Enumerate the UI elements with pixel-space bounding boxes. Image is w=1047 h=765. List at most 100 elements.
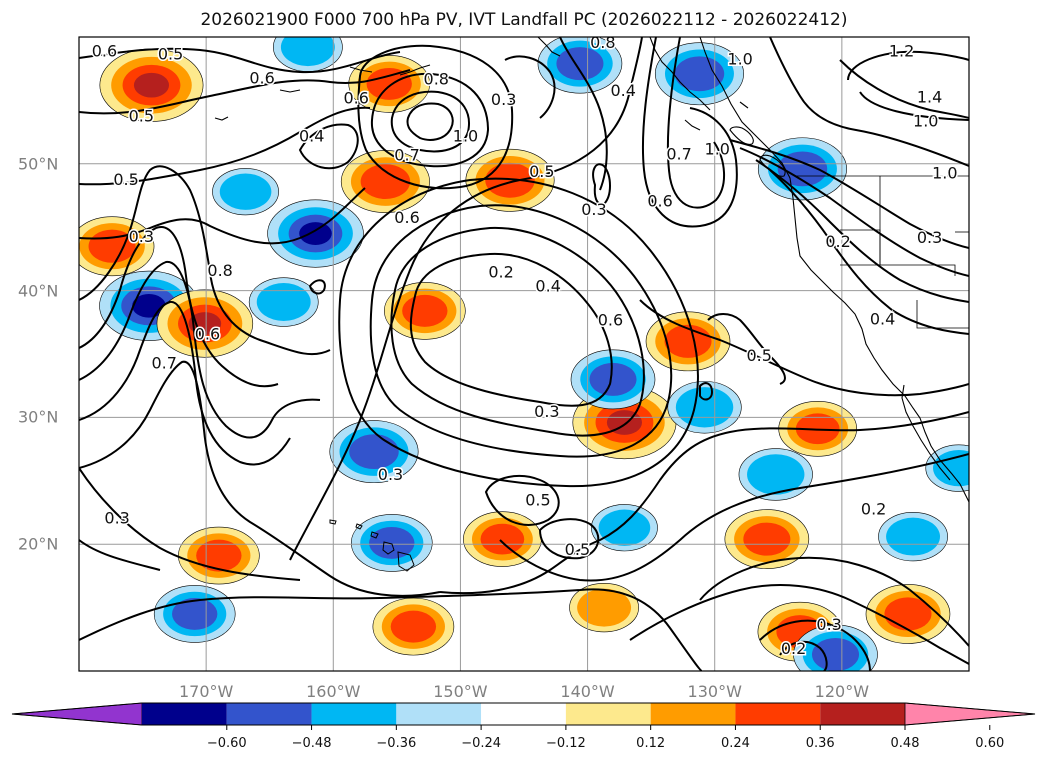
contour-label: 0.6 [92, 42, 117, 61]
colorbar-segment [311, 703, 397, 725]
ivt-pc-blob [329, 420, 419, 484]
pv-contours [79, 37, 969, 671]
colorbar-segment [396, 703, 482, 725]
colorbar-segment [565, 703, 651, 725]
ivt-pc-blob [248, 277, 319, 327]
ivt-pc-blob [178, 526, 260, 585]
contour-label: 0.3 [491, 90, 516, 109]
contour-label: 0.5 [158, 44, 183, 63]
longitude-label: 130°W [687, 682, 742, 701]
latitude-label: 30°N [18, 407, 59, 427]
contour-label: 1.0 [705, 139, 730, 158]
contour-label: 0.3 [581, 200, 606, 219]
ivt-pc-blob [724, 509, 810, 569]
ivt-pc-blob [273, 37, 343, 72]
colorbar-segment [820, 703, 905, 725]
colorbar-outline [11, 702, 1036, 726]
contour-label: 1.4 [917, 87, 942, 106]
colorbar-max-extend [904, 702, 1036, 726]
contour-label: 0.7 [666, 144, 691, 163]
ivt-pc-blob [350, 514, 433, 572]
map-title: 2026021900 F000 700 hPa PV, IVT Landfall… [200, 10, 848, 30]
lat-lon-grid [79, 37, 969, 671]
contour-label: 0.8 [207, 261, 232, 280]
ivt-pc-blob [738, 448, 813, 501]
contour-label: 0.4 [299, 127, 324, 146]
ivt-pc-blob [757, 137, 847, 201]
ivt-pc-blob [591, 504, 658, 552]
contour-label: 0.6 [647, 191, 672, 210]
colorbar-segment [226, 703, 312, 725]
latitude-label: 20°N [18, 534, 59, 554]
contour-label: 0.3 [534, 402, 559, 421]
contour-label: 0.3 [378, 465, 403, 484]
contour-label: 0.3 [917, 228, 942, 247]
colorbar-tick-label: −0.60 [206, 736, 247, 751]
map-frame [78, 36, 970, 672]
colorbar-tick-label: −0.36 [376, 736, 417, 751]
contour-label: 0.6 [343, 89, 368, 108]
hawaiian-islands [329, 519, 415, 572]
colorbar-min-extend [11, 702, 143, 726]
colorbar-segment [650, 703, 736, 725]
ivt-pc-blob [569, 582, 639, 633]
ivt-pc-blob [267, 199, 364, 268]
contour-label: 1.0 [453, 127, 478, 146]
colorbar-tick-label: −0.12 [545, 736, 586, 751]
contour-label: 0.3 [816, 615, 841, 634]
contour-label: 0.2 [781, 639, 806, 658]
ivt-pc-blob [925, 444, 969, 492]
contour-label: 0.5 [129, 106, 154, 125]
contour-label: 0.2 [861, 499, 886, 518]
contour-label: 0.6 [249, 68, 274, 87]
ivt-pc-blob [793, 624, 878, 671]
contour-label: 0.2 [488, 262, 513, 281]
colorbar-tick-label: −0.24 [461, 736, 502, 751]
colorbar-tick-label: 0.12 [636, 736, 666, 751]
ivt-pc-blob [667, 381, 742, 434]
longitude-label: 140°W [560, 682, 615, 701]
ivt-pc-blob [340, 150, 430, 213]
pv-contour-labels: 0.6 0.5 0.5 0.6 0.4 0.5 0.3 0.6 0.8 0.7 1.0 0.3 0.5 0… [90, 37, 959, 659]
ivt-pc-shading [79, 37, 969, 671]
contour-label: 0.5 [529, 162, 554, 181]
ivt-pc-blob [570, 349, 656, 410]
ivt-pc-blob [465, 148, 555, 212]
contour-label: 0.4 [610, 81, 635, 100]
colorbar-tick-label: −0.48 [291, 736, 332, 751]
contour-label: 0.5 [565, 540, 590, 559]
longitude-label: 150°W [433, 682, 488, 701]
colorbar-segment [735, 703, 821, 725]
contour-label: 0.6 [394, 208, 419, 227]
longitude-label: 120°W [814, 682, 870, 701]
contour-label: 0.5 [525, 491, 550, 510]
contour-label: 0.4 [535, 276, 560, 295]
contour-label: 1.0 [932, 163, 957, 182]
ivt-pc-blob [153, 585, 236, 643]
colorbar-tick-label: 0.60 [975, 736, 1005, 751]
longitude-label: 170°W [178, 682, 234, 701]
latitude-label: 40°N [18, 281, 59, 301]
coastlines [214, 37, 969, 503]
contour-label: 0.3 [104, 508, 129, 527]
ivt-pc-blob [463, 511, 542, 567]
contour-label: 0.8 [424, 70, 449, 89]
contour-label: 1.0 [727, 49, 752, 68]
political-borders [795, 175, 969, 329]
contour-label: 0.3 [129, 227, 154, 246]
colorbar [11, 702, 1036, 730]
contour-label: 0.6 [598, 311, 623, 330]
contour-label: 1.0 [913, 111, 938, 130]
contour-label: 0.4 [870, 309, 895, 328]
contour-label: 0.5 [113, 170, 138, 189]
colorbar-tick-label: 0.24 [720, 736, 750, 751]
contour-label: 0.6 [195, 324, 220, 343]
colorbar-tick-label: 0.36 [805, 736, 835, 751]
contour-label: 0.2 [825, 232, 850, 251]
contour-label: 0.7 [151, 354, 176, 373]
colorbar-tick-label: 0.48 [890, 736, 920, 751]
contour-label: 0.7 [394, 146, 419, 165]
contour-label: 0.5 [746, 346, 771, 365]
ivt-pc-blob [537, 37, 623, 94]
